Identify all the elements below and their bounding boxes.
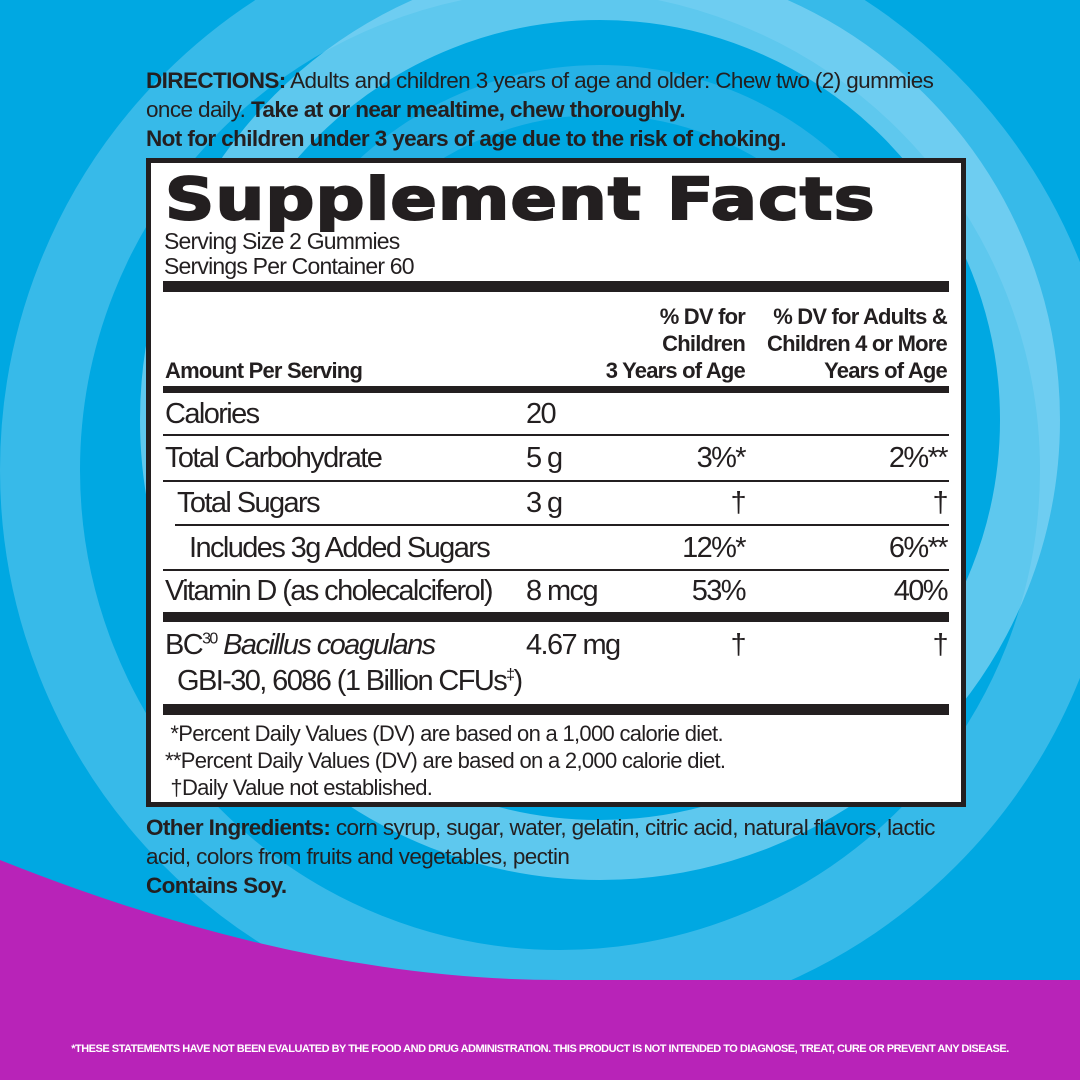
nutrient-amount: 4.67 mg: [526, 629, 621, 661]
servings-per-container: Servings Per Container 60: [164, 253, 415, 279]
strain-text: GBI-30, 6086 (1 Billion CFUs: [177, 665, 508, 697]
nutrient-amount: 8 mcg: [526, 575, 599, 607]
directions-text: Adults and children 3 years of age and o…: [146, 68, 934, 122]
footnote-dagger: †Daily Value not established.: [165, 775, 433, 800]
nutrient-name: Calories: [165, 398, 260, 430]
nutrient-name: Total Carbohydrate: [165, 442, 383, 474]
probiotic-superscript: 30: [202, 630, 218, 648]
directions: DIRECTIONS: Adults and children 3 years …: [146, 66, 946, 153]
divider: [163, 434, 949, 436]
dv-adults: †: [932, 487, 948, 519]
nutrient-amount: 20: [526, 398, 557, 430]
serving-size: Serving Size 2 Gummies: [164, 228, 400, 254]
nutrient-amount: 5 g: [526, 442, 563, 474]
panel-title: Supplement Facts: [164, 164, 876, 234]
adults-dv-header-line: Years of Age: [824, 358, 948, 383]
adults-dv-header-line: % DV for Adults &: [773, 304, 948, 329]
nutrient-name: Vitamin D (as cholecalciferol): [165, 575, 494, 607]
nutrient-name: Total Sugars: [177, 487, 321, 519]
fda-disclaimer: *THESE STATEMENTS HAVE NOT BEEN EVALUATE…: [71, 1043, 1009, 1055]
supplement-facts-panel: Supplement Facts Serving Size 2 Gummies …: [146, 158, 966, 807]
children-dv-header-line: % DV for: [659, 304, 746, 329]
probiotic-name: BC30 Bacillus coagulans: [165, 629, 436, 662]
dv-adults: 6%**: [888, 532, 949, 564]
other-ingredients-label: Other Ingredients:: [146, 815, 331, 840]
dv-children: 3%*: [696, 442, 747, 474]
footnote-1000: *Percent Daily Values (DV) are based on …: [165, 721, 723, 746]
adults-dv-header: % DV for Adults & Children 4 or More Years…: [767, 303, 948, 384]
contains-soy: Contains Soy.: [146, 873, 287, 898]
adults-dv-header-line: Children 4 or More: [767, 331, 948, 356]
dv-children: †: [730, 629, 746, 661]
footnote-2000: **Percent Daily Values (DV) are based on…: [165, 748, 726, 773]
probiotic-strain: GBI-30, 6086 (1 Billion CFUs‡): [177, 665, 523, 698]
nutrient-name: Includes 3g Added Sugars: [189, 532, 491, 564]
children-dv-header: % DV for Children 3 Years of Age: [605, 303, 746, 384]
dv-adults: 40%: [893, 575, 949, 607]
other-ingredients-text: corn syrup, sugar, water, gelatin, citri…: [146, 815, 935, 869]
divider: [163, 386, 949, 393]
dv-children: †: [730, 487, 746, 519]
dv-adults: †: [932, 629, 948, 661]
directions-mealtime: Take at or near mealtime, chew thoroughl…: [250, 97, 686, 122]
divider: [163, 480, 949, 482]
strain-superscript: ‡: [506, 666, 515, 684]
divider: [163, 704, 949, 715]
probiotic-species: Bacillus coagulans: [223, 629, 436, 661]
nutrient-amount: 3 g: [526, 487, 563, 519]
children-dv-header-line: 3 Years of Age: [605, 358, 746, 383]
divider: [175, 524, 949, 526]
dv-children: 53%: [691, 575, 747, 607]
strain-end: ): [513, 665, 523, 697]
dv-children: 12%*: [682, 532, 747, 564]
divider: [163, 569, 949, 571]
directions-label: DIRECTIONS:: [146, 68, 286, 93]
dv-adults: 2%**: [888, 442, 949, 474]
children-dv-header-line: Children: [662, 331, 746, 356]
other-ingredients: Other Ingredients: corn syrup, sugar, wa…: [146, 813, 966, 900]
directions-warning: Not for children under 3 years of age du…: [146, 126, 786, 151]
divider: [163, 612, 949, 622]
divider: [163, 281, 949, 292]
amount-header: Amount Per Serving: [165, 358, 363, 383]
probiotic-prefix: BC: [165, 629, 204, 661]
